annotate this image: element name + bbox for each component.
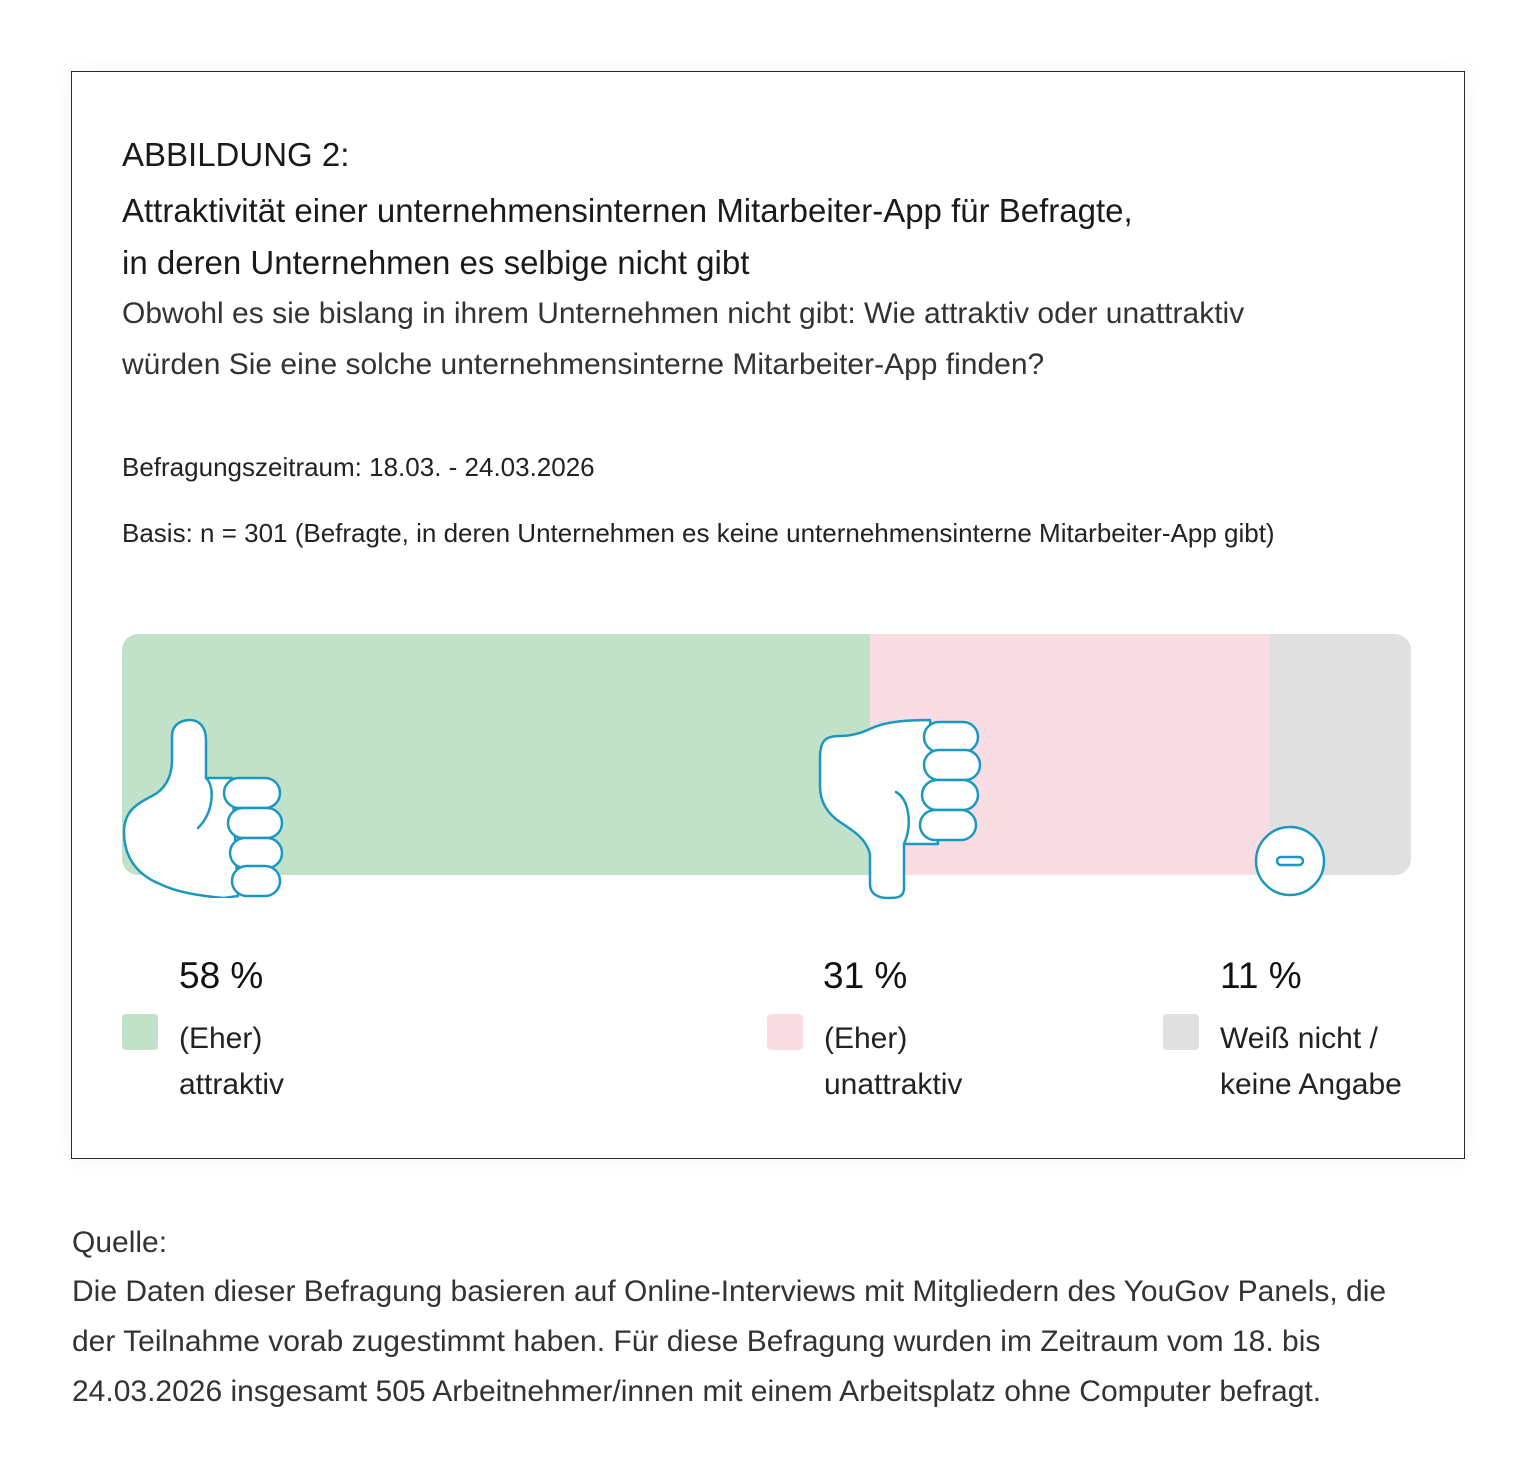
legend-label-attraktiv-line-1: (Eher) [179,1022,263,1055]
legend-label-attraktiv-line-2: attraktiv [179,1068,285,1101]
legend-swatch-unattraktiv [767,1014,803,1050]
legend-label-attraktiv: (Eher) attraktiv [179,1016,284,1108]
legend-label-weiss-nicht: Weiß nicht / keine Angabe [1220,1016,1402,1108]
legend-label-unattraktiv-line-1: (Eher) [824,1022,908,1055]
legend-swatch-weiss-nicht [1163,1014,1199,1050]
thumbs-down-icon [818,718,982,900]
value-label-unattraktiv: 31 % [823,955,908,996]
question-line-1: Obwohl es sie bislang in ihrem Unternehm… [122,297,1245,330]
source-line-3: 24.03.2026 insgesamt 505 Arbeitnehmer/in… [72,1375,1322,1408]
thumbs-up-icon [122,718,284,898]
legend-swatch-attraktiv [122,1014,158,1050]
chart-title-line-2: in deren Unternehmen es selbige nicht gi… [122,244,750,281]
chart-title-line-1: Attraktivität einer unternehmensinternen… [122,192,1133,229]
stacked-bar [122,634,1411,875]
figure-frame [71,71,1465,1159]
survey-period: Befragungszeitraum: 18.03. - 24.03.2026 [122,452,595,482]
minus-circle-icon [1254,825,1326,897]
question-line-2: würden Sie eine solche unternehmensinter… [122,348,1045,381]
legend-label-unattraktiv: (Eher) unattraktiv [824,1016,962,1108]
source-line-1: Die Daten dieser Befragung basieren auf … [72,1275,1387,1308]
figure-label: ABBILDUNG 2: [122,136,350,173]
source-line-2: der Teilnahme vorab zugestimmt haben. Fü… [72,1325,1321,1358]
source-heading: Quelle: [72,1226,168,1259]
legend-label-weiss-nicht-line-2: keine Angabe [1220,1068,1402,1101]
legend-label-weiss-nicht-line-1: Weiß nicht / [1220,1022,1378,1055]
value-label-weiss-nicht: 11 % [1220,955,1302,996]
legend-label-unattraktiv-line-2: unattraktiv [824,1068,963,1101]
value-label-attraktiv: 58 % [179,955,264,996]
survey-basis: Basis: n = 301 (Befragte, in deren Unter… [122,518,1275,548]
